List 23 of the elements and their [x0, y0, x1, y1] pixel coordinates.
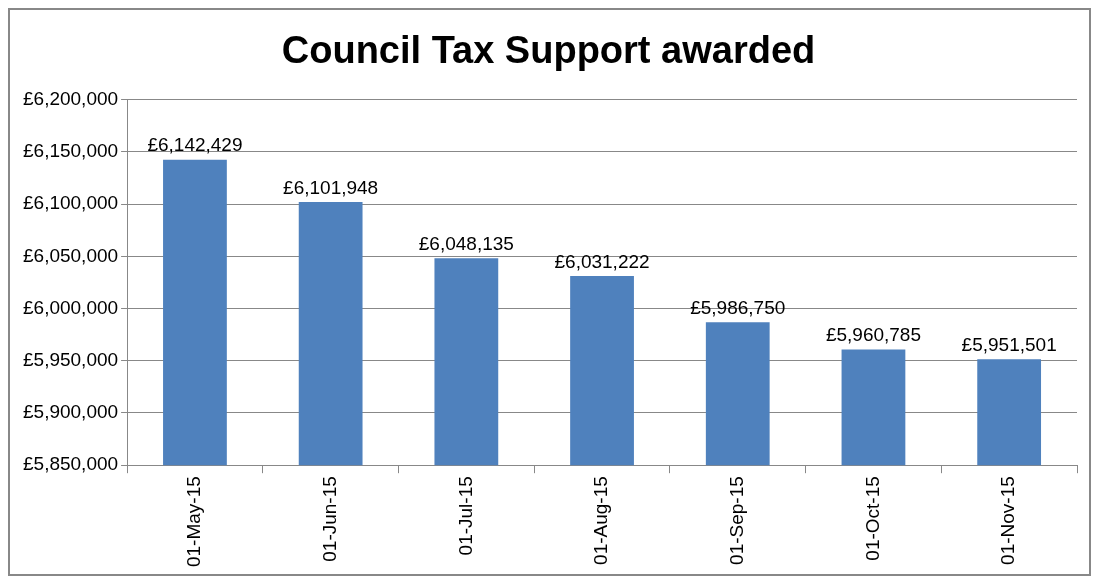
data-label: £6,031,222 — [554, 250, 650, 272]
x-tick-label: 01-Aug-15 — [590, 476, 612, 565]
data-label: £6,048,135 — [418, 232, 514, 254]
x-tick-label: 01-Jul-15 — [454, 476, 476, 556]
x-tick-label: 01-Oct-15 — [861, 476, 883, 561]
y-tick-label: £6,150,000 — [23, 140, 119, 162]
data-label: £5,960,785 — [825, 324, 921, 346]
y-tick-label: £5,900,000 — [23, 401, 119, 423]
data-label: £5,986,750 — [690, 297, 786, 319]
y-tick-label: £6,000,000 — [23, 296, 119, 318]
x-tick-label: 01-Jun-15 — [318, 476, 340, 562]
data-label: £6,101,948 — [283, 176, 379, 198]
y-tick-label: £5,950,000 — [23, 348, 119, 370]
y-tick-label: £6,050,000 — [23, 244, 119, 266]
chart-title: Council Tax Support awarded — [281, 29, 816, 72]
data-label: £5,951,501 — [961, 333, 1057, 355]
x-tick-label: 01-Nov-15 — [997, 476, 1019, 565]
y-tick-label: £6,200,000 — [23, 87, 119, 109]
y-tick-label: £6,100,000 — [23, 192, 119, 214]
x-tick-label: 01-May-15 — [183, 476, 205, 568]
data-label: £6,142,429 — [147, 134, 243, 156]
x-tick-label: 01-Sep-15 — [725, 476, 747, 565]
y-tick-label: £5,850,000 — [23, 453, 119, 475]
